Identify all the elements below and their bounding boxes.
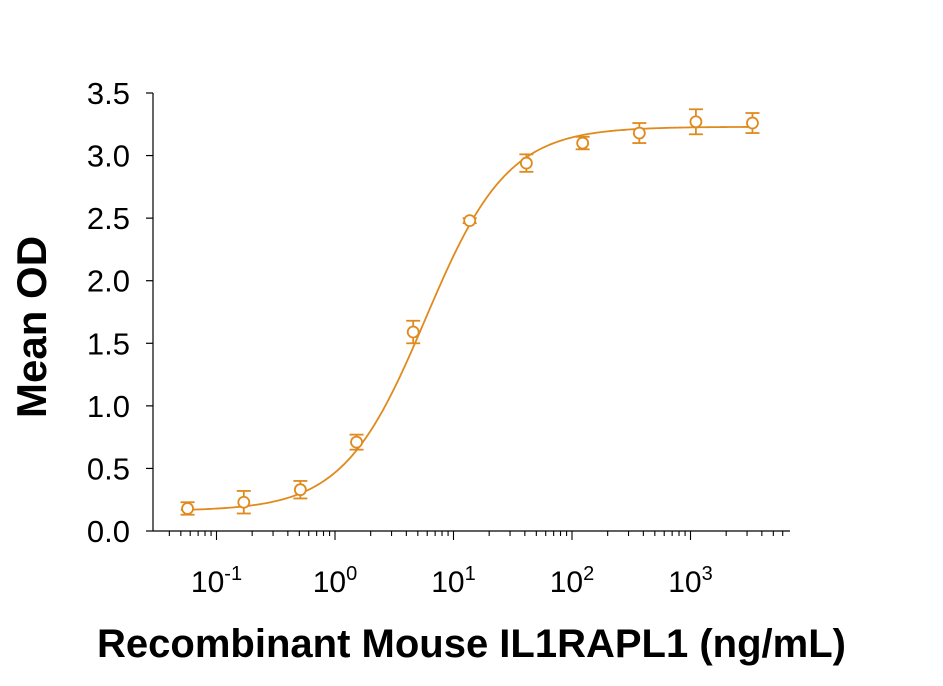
fit-curve — [180, 126, 755, 511]
x-tick-label: 101 — [431, 563, 476, 599]
data-point — [293, 483, 307, 497]
y-tick-label: 0.0 — [87, 514, 130, 549]
data-point — [689, 115, 703, 129]
y-axis-label: Mean OD — [8, 235, 55, 418]
data-point — [237, 495, 251, 509]
data-point — [350, 435, 363, 449]
data-point — [181, 502, 194, 515]
y-tick-label: 0.5 — [87, 451, 130, 486]
y-tick-label: 1.5 — [87, 326, 130, 361]
data-point — [406, 325, 420, 339]
data-point — [576, 136, 590, 150]
x-tick-label: 102 — [550, 563, 595, 599]
x-tick-label: 103 — [668, 563, 713, 599]
x-tick-label: 100 — [313, 563, 358, 599]
y-tick-label: 3.5 — [87, 76, 130, 111]
y-tick-label: 2.0 — [87, 264, 130, 299]
data-point — [463, 214, 477, 228]
x-tick-label: 10-1 — [191, 563, 242, 599]
data-point — [632, 126, 646, 140]
y-tick-label: 2.5 — [87, 201, 130, 236]
data-point — [519, 156, 533, 170]
y-tick-label: 1.0 — [87, 389, 130, 424]
data-point — [746, 116, 759, 130]
y-tick-label: 3.0 — [87, 139, 130, 174]
x-axis-label: Recombinant Mouse IL1RAPL1 (ng/mL) — [97, 622, 846, 666]
